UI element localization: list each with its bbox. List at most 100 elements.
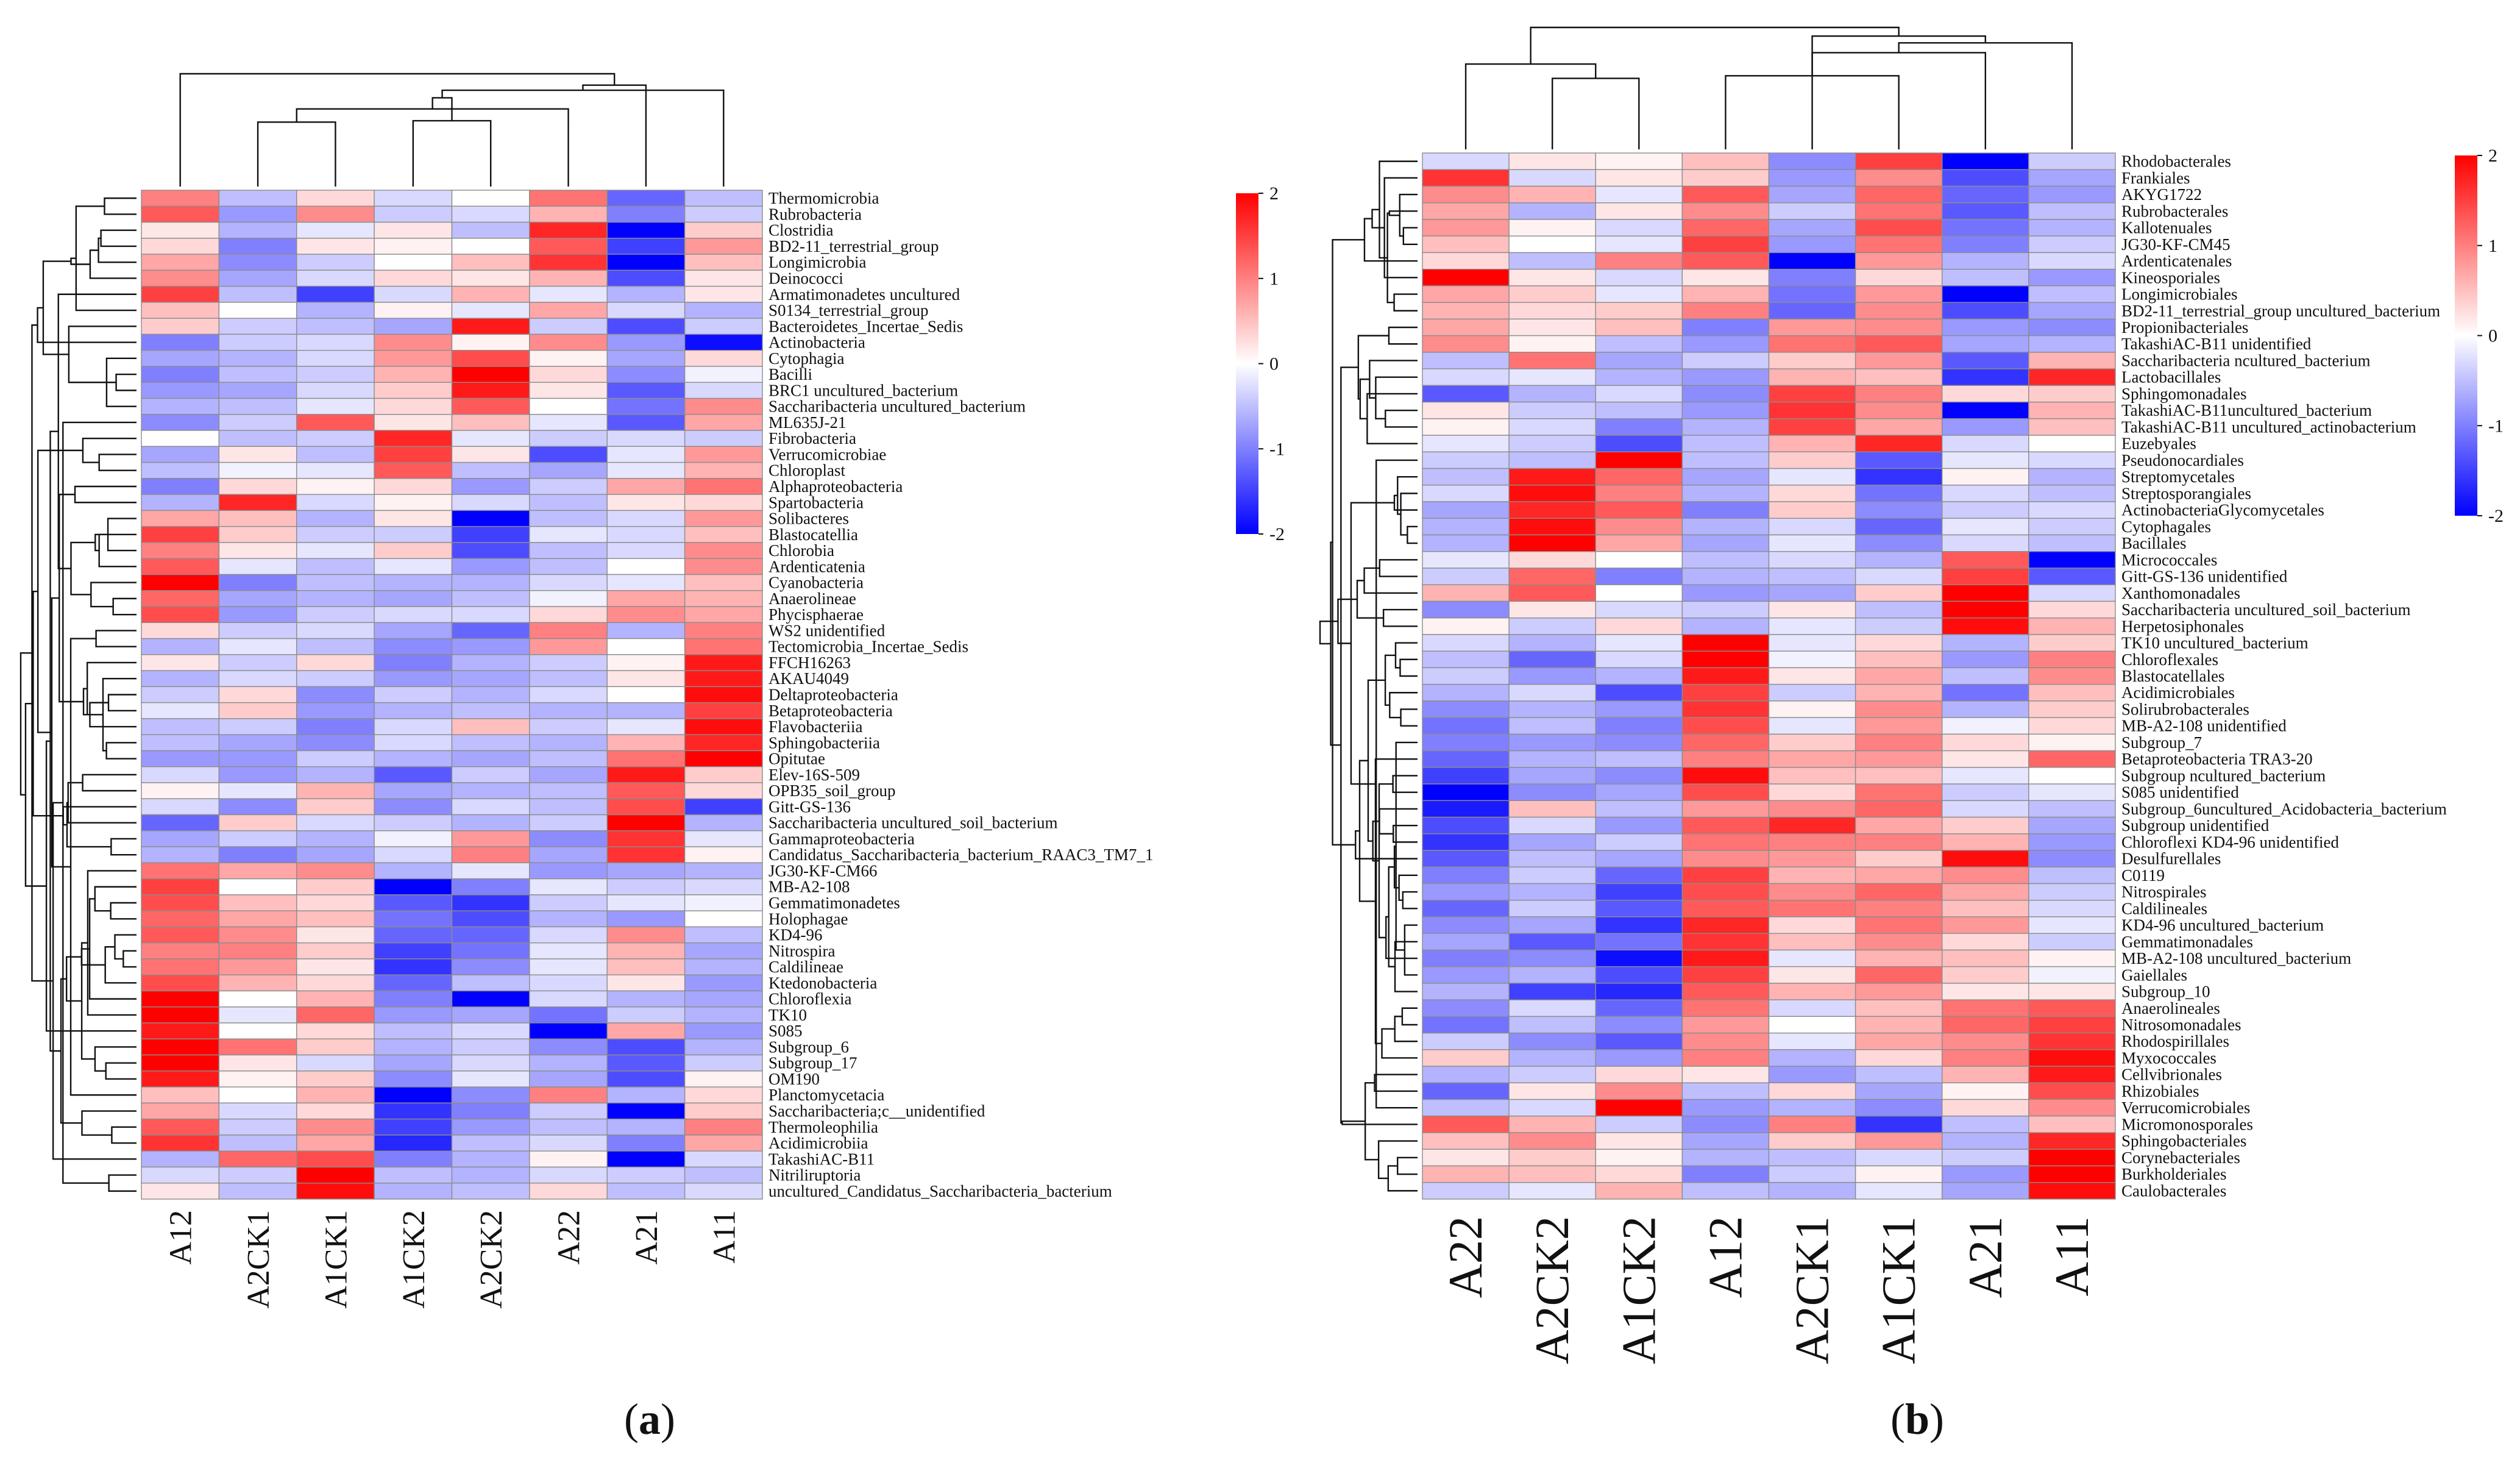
heatmap-cell: Ardenticatenales / A1CK2: 1 [1595,252,1683,270]
heatmap-cell: Myxococcales / A2CK2: -0.6 [1508,1049,1596,1067]
heatmap-cell: Nitriliruptoria / A2CK2: -0.6 [451,1166,530,1184]
heatmap-cell: TK10 / A2CK1: -0.2 [218,1006,297,1024]
heatmap-cell: Chloroflexi KD4-96 unidentified / A2CK2:… [1508,833,1596,851]
row-label-sphingobacteriia: Sphingobacteriia [768,733,880,752]
heatmap-cell: MB-A2-108 uncultured_bacterium / A12: 1.… [1681,949,1770,967]
heatmap-cell: Bacillales / A21: -0.3 [1942,534,2029,552]
heatmap-cell: Rhodospirillales / A2CK1: -0.2 [1768,1032,1856,1050]
row-label-gemmatimonadetes: Gemmatimonadetes [768,894,900,912]
heatmap-cell: AKYG1722 / A2CK2: 0.6 [1508,185,1596,204]
heatmap-cell: BD2-11_terrestrial_group uncultured_bact… [1595,302,1683,320]
colorbar-tick-label: 1 [1269,269,1279,289]
heatmap-cell: Euzebyales / A22: -0.2 [1422,435,1510,452]
heatmap-cell: Gemmatimonadales / A2CK1: 0.5 [1768,933,1856,951]
heatmap-cell: Actinobacteria / A22: 0.9 [529,333,608,351]
heatmap-cell: Corynebacteriales / A11: 2 [2028,1148,2116,1167]
heatmap-cell: BRC1 uncultured_bacterium / A1CK1: -0.3 [296,382,375,399]
heatmap-cell: Acidimicrobiia / A22: -0.3 [529,1134,608,1152]
heatmap-cell: Caldilineales / A1CK1: 1 [1855,900,1943,917]
heatmap-cell: Subgroup ncultured_bacterium / A21: -0.2 [1942,767,2029,785]
heatmap-cell: Sphingomonadales / A21: 0.3 [1942,385,2029,403]
heatmap-cell: Rhodospirillales / A11: 1.6 [2028,1032,2116,1050]
heatmap-cell: BD2-11_terrestrial_group / A2CK1: -1 [218,238,297,255]
heatmap-cell: MB-A2-108 uncultured_bacterium / A22: -1 [1422,949,1510,967]
heatmap-cell: Deinococci / A11: 0.2 [684,269,763,287]
heatmap-cell: ActinobacteriaGlycomycetales / A22: -0.7 [1422,501,1510,519]
heatmap-cell: Clostridia / A2CK2: -0.5 [451,221,530,239]
heatmap-cell: KD4-96 uncultured_bacterium / A2CK2: -0.… [1508,916,1596,934]
heatmap-cell: JG30-KF-CM66 / A2CK1: 0.7 [218,862,297,880]
row-dendrogram [1319,160,1418,1192]
dendrogram-branch [104,946,137,984]
heatmap-cell: Nitrosomonadales / A2CK1: 0 [1768,1016,1856,1034]
heatmap-cell: Chloroplast / A22: -0.7 [529,461,608,479]
heatmap-cell: Acidimicrobiales / A2CK2: -0.3 [1508,683,1596,702]
heatmap-cell: Flavobacteriia / A1CK1: -1 [296,718,375,735]
heatmap-cell: Cyanobacteria / A2CK1: -1 [218,574,297,591]
heatmap-cell: TakashiAC-B11 / A1CK1: 1.4 [296,1150,375,1168]
heatmap-cell: Ardenticatenia / A2CK2: -0.8 [451,558,530,575]
heatmap-cell: AKYG1722 / A21: -1.2 [1942,185,2029,204]
heatmap-cell: Actinobacteria / A2CK2: 0.1 [451,333,530,351]
heatmap-cell: Sphingobacteriales / A2CK1: 0.4 [1768,1132,1856,1150]
heatmap-cell: Pseudonocardiales / A1CK2: 2 [1595,451,1683,469]
heatmap-cell: Nitriliruptoria / A11: -0.5 [684,1166,763,1184]
heatmap-cell: Rhodobacterales / A2CK1: -0.9 [1768,152,1856,170]
heatmap-cell: Anaerolineae / A1CK1: -0.6 [296,590,375,607]
heatmap-cell: Chloroflexia / A11: -0.7 [684,990,763,1008]
heatmap-cell: S085 / A1CK1: 0.3 [296,1022,375,1040]
heatmap-cell: Tectomicrobia_Incertae_Sedis / A2CK2: -0… [451,638,530,655]
row-label-rubrobacterales: Rubrobacterales [2121,202,2228,220]
heatmap-cell: Cytophagia / A1CK2: 0.8 [374,349,453,367]
heatmap-cell: TakashiAC-B11 unidentified / A1CK1: 1.3 [1855,335,1943,353]
heatmap-cell: Subgroup ncultured_bacterium / A2CK1: 0.… [1768,767,1856,785]
heatmap-cell: Herpetosiphonales / A1CK1: -0.4 [1855,617,1943,635]
dendrogram-branch [57,293,137,569]
heatmap-cell: Nitriliruptoria / A12: -0.3 [141,1166,220,1184]
heatmap-cell: KD4-96 / A21: 0.9 [606,926,686,944]
heatmap-cell: Anaerolineales / A1CK2: -1.2 [1595,999,1683,1017]
heatmap-cell: Subgroup ncultured_bacterium / A12: 1.9 [1681,767,1770,785]
heatmap-cell: Flavobacteriia / A21: -0.2 [606,718,686,735]
heatmap-cell: TakashiAC-B11uncultured_bacterium / A2CK… [1768,401,1856,419]
heatmap-cell: Phycisphaerae / A2CK2: -0.3 [451,606,530,623]
heatmap-cell: Candidatus_Saccharibacteria_bacterium_RA… [141,846,220,864]
heatmap-cell: FFCH16263 / A2CK1: -0.4 [218,654,297,671]
heatmap-cell: Sphingobacteriia / A1CK1: -0.9 [296,734,375,752]
column-dendrogram [179,73,725,187]
heatmap-cell: Bacillales / A22: -0.6 [1422,534,1510,552]
heatmap-cell: Sphingomonadales / A22: -1.3 [1422,385,1510,403]
dendrogram-branch [42,260,71,355]
heatmap-cell: Burkholderiales / A21: -0.8 [1942,1165,2029,1183]
dendrogram-branch [1356,580,1384,619]
heatmap-cell: Holophagae / A1CK1: 0.5 [296,910,375,928]
row-label-propionibacteriales: Propionibacteriales [2121,318,2248,337]
dendrogram-branch [1388,210,1418,216]
dendrogram-branch [1389,692,1418,719]
heatmap-cell: Phycisphaerae / A1CK1: -0.4 [296,606,375,623]
heatmap-cell: Propionibacteriales / A1CK1: 0.9 [1855,318,1943,337]
row-label-flavobacteriia: Flavobacteriia [768,718,862,736]
heatmap-cell: BD2-11_terrestrial_group / A22: 1.3 [529,238,608,255]
heatmap-cell: Candidatus_Saccharibacteria_bacterium_RA… [374,846,453,864]
heatmap-cell: TakashiAC-B11 / A22: 0.1 [529,1150,608,1168]
heatmap-cell: Corynebacteriales / A1CK1: -0.3 [1855,1148,1943,1167]
heatmap-cell: Opitutae / A11: 2 [684,750,763,767]
heatmap-cell: Blastocatellia / A21: -0.3 [606,525,686,543]
dendrogram-branch [1388,866,1396,967]
heatmap-cell: Chloroflexales / A1CK2: -0.3 [1595,650,1683,669]
heatmap-cell: Rhodobacterales / A11: -0.4 [2028,152,2116,170]
heatmap-cell: TK10 / A21: -0.4 [606,1006,686,1024]
heatmap-cell: Subgroup_6 / A22: -0.9 [529,1038,608,1056]
heatmap-cell: Desulfurellales / A22: -1.3 [1422,850,1510,867]
heatmap-cell: Solirubrobacterales / A22: -0.9 [1422,700,1510,718]
heatmap-cell: Subgroup_10 / A11: 0.2 [2028,983,2116,1000]
row-label-caldilineae: Caldilineae [768,958,843,976]
heatmap-cell: Saccharibacteria uncultured_soil_bacteri… [1768,600,1856,619]
heatmap-cell: TakashiAC-B11uncultured_bacterium / A1CK… [1595,401,1683,419]
heatmap-cell: KD4-96 uncultured_bacterium / A21: 0.8 [1942,916,2029,934]
heatmap-cell: WS2 unidentified / A2CK2: -1.2 [451,622,530,639]
heatmap-cell: Caulobacterales / A12: -0.5 [1681,1182,1770,1200]
heatmap-cell: S0134_terrestrial_group / A1CK1: -0.6 [296,302,375,319]
heatmap-cell: Longimicrobiales / A12: 0.6 [1681,285,1770,303]
